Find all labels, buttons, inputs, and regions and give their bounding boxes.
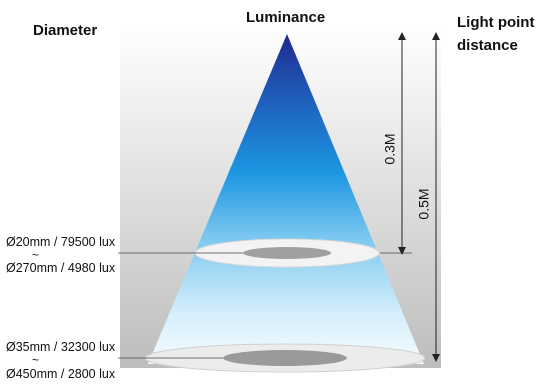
light-cone <box>148 34 424 364</box>
spec-upper-max: Ø270mm / 4980 lux <box>6 261 116 275</box>
spec-upper-separator: ~ <box>32 248 40 262</box>
diameter-heading: Diameter <box>33 22 98 39</box>
distance-label-0-3m: 0.3M <box>381 133 398 165</box>
distance-label-0-5m: 0.5M <box>415 188 432 220</box>
dimension-arrow-0-3m <box>398 32 406 255</box>
light-point-heading: Light point <box>457 14 535 31</box>
light-spot-lower <box>223 350 347 366</box>
spec-lower-max: Ø450mm / 2800 lux <box>6 367 116 381</box>
spec-lower-min: Ø35mm / 32300 lux <box>6 340 116 354</box>
spec-lower-separator: ~ <box>32 353 40 367</box>
luminance-heading: Luminance <box>246 9 326 26</box>
light-spot-upper <box>243 247 331 259</box>
distance-heading: distance <box>457 37 518 54</box>
dimension-arrow-0-5m <box>432 32 440 362</box>
spec-upper-min: Ø20mm / 79500 lux <box>6 235 116 249</box>
